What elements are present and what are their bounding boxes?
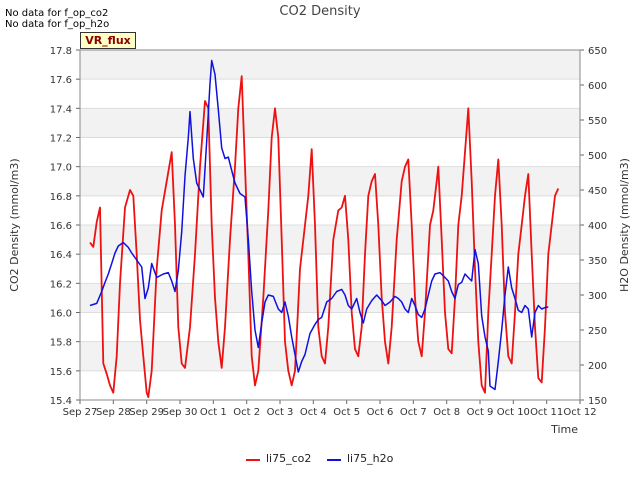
y-tick-label: 17.8 — [50, 46, 72, 57]
plot-frame — [79, 49, 581, 401]
chart-title: CO2 Density — [279, 4, 360, 19]
y-tick-label: 17.2 — [50, 134, 72, 145]
grid-band — [80, 50, 580, 80]
y-right-tick-label: 550 — [588, 116, 607, 127]
x-tick-label: Oct 6 — [367, 407, 394, 418]
y-right-tick-label: 500 — [588, 151, 607, 162]
x-tick-label: Oct 11 — [530, 407, 563, 418]
y-right-tick-label: 400 — [588, 221, 607, 232]
y-tick-label: 16.4 — [50, 250, 72, 261]
legend-label-co2: li75_co2 — [266, 452, 312, 465]
grid-band — [80, 341, 580, 371]
x-axis-label: Time — [550, 423, 578, 436]
y-right-tick-label: 250 — [588, 326, 607, 337]
y-tick-label: 17.6 — [50, 75, 72, 86]
y-right-tick-label: 200 — [588, 361, 607, 372]
x-tick-label: Oct 7 — [400, 407, 427, 418]
grid-band — [80, 166, 580, 196]
y-tick-label: 15.8 — [50, 338, 72, 349]
legend-swatch-h2o — [327, 459, 341, 461]
y-right-tick-label: 450 — [588, 186, 607, 197]
x-tick-label: Sep 28 — [96, 407, 131, 418]
x-tick-label: Oct 3 — [267, 407, 294, 418]
y-right-tick-label: 650 — [588, 46, 607, 57]
grid-band — [80, 225, 580, 255]
x-tick-label: Oct 5 — [333, 407, 360, 418]
x-tick-label: Oct 8 — [433, 407, 460, 418]
y-tick-label: 16.0 — [50, 309, 72, 320]
y-tick-label: 16.2 — [50, 279, 72, 290]
legend-label-h2o: li75_h2o — [347, 452, 394, 465]
y-tick-label: 16.6 — [50, 221, 72, 232]
y-axis-label: CO2 Density (mmol/m3) — [8, 158, 21, 291]
y-right-tick-label: 600 — [588, 81, 607, 92]
series-line-li75_h2o — [89, 59, 549, 391]
x-tick-label: Sep 30 — [163, 407, 198, 418]
y-right-axis-label: H2O Density (mmol/m3) — [618, 158, 631, 292]
x-tick-label: Oct 2 — [233, 407, 260, 418]
no-data-note-co2: No data for f_op_co2 — [5, 8, 109, 19]
series-line-li75_co2 — [89, 75, 560, 398]
x-tick-label: Oct 4 — [300, 407, 327, 418]
x-tick-label: Oct 12 — [563, 407, 596, 418]
grid-band — [80, 108, 580, 138]
no-data-note-h2o: No data for f_op_h2o — [5, 19, 110, 30]
vr-flux-badge: VR_flux — [80, 32, 136, 49]
legend-swatch-co2 — [246, 459, 260, 461]
y-tick-label: 17.0 — [50, 163, 72, 174]
y-tick-label: 15.6 — [50, 367, 72, 378]
x-tick-label: Oct 10 — [497, 407, 530, 418]
y-right-tick-label: 350 — [588, 256, 607, 267]
y-tick-label: 17.4 — [50, 104, 72, 115]
y-tick-label: 15.4 — [50, 396, 72, 407]
x-tick-label: Oct 9 — [467, 407, 494, 418]
x-tick-label: Sep 29 — [129, 407, 164, 418]
y-right-tick-label: 150 — [588, 396, 607, 407]
y-tick-label: 16.8 — [50, 192, 72, 203]
y-right-tick-label: 300 — [588, 291, 607, 302]
x-tick-label: Oct 1 — [200, 407, 227, 418]
x-tick-label: Sep 27 — [63, 407, 98, 418]
